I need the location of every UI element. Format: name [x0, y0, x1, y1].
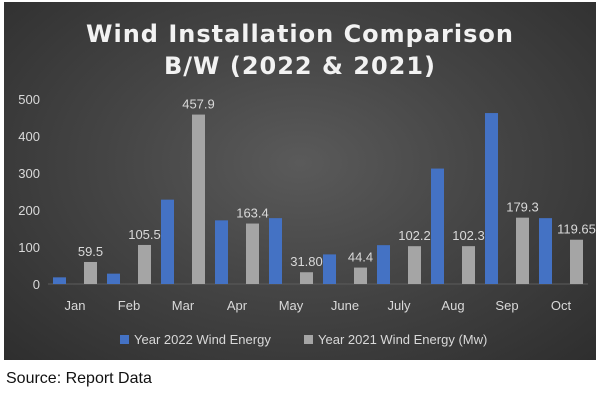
- chart-panel: Wind Installation Comparison B/W (2022 &…: [4, 2, 596, 360]
- data-label: 119.65: [557, 222, 596, 237]
- y-tick-label: 300: [18, 166, 40, 181]
- bar-2022-feb: [107, 273, 120, 284]
- bar-2021-apr: [246, 223, 259, 284]
- data-label: 102.2: [398, 228, 431, 243]
- legend-swatch-2021: [304, 335, 313, 344]
- bar-2022-mar: [161, 199, 174, 284]
- data-label: 44.4: [348, 250, 373, 265]
- bar-2022-apr: [215, 220, 228, 284]
- x-tick-label: May: [279, 298, 304, 313]
- bar-2021-aug: [462, 246, 475, 284]
- chart-title-line-1: Wind Installation Comparison: [86, 20, 514, 48]
- bar-2022-june: [323, 254, 336, 284]
- bar-2022-aug: [431, 168, 444, 284]
- data-label: 31.80: [290, 254, 323, 269]
- bar-chart: Wind Installation Comparison B/W (2022 &…: [18, 20, 596, 347]
- x-tick-label: Apr: [227, 298, 248, 313]
- legend: Year 2022 Wind Energy Year 2021 Wind Ener…: [120, 332, 487, 347]
- x-tick-label: Mar: [172, 298, 195, 313]
- bar-2021-feb: [138, 244, 151, 284]
- bar-2021-may: [300, 272, 313, 284]
- plot-area: 0 100 200 300 400 500 59.5 Jan 105.5 Feb 457.9 Mar 1…: [18, 92, 596, 313]
- y-tick-label: 100: [18, 240, 40, 255]
- y-tick-label: 0: [33, 277, 40, 292]
- y-tick-label: 500: [18, 92, 40, 107]
- chart-title-line-2: B/W (2022 & 2021): [164, 52, 436, 80]
- x-tick-label: Jan: [65, 298, 86, 313]
- x-tick-label: Aug: [441, 298, 464, 313]
- data-label: 59.5: [78, 244, 103, 259]
- x-tick-label: Feb: [118, 298, 140, 313]
- x-tick-label: Sep: [495, 298, 518, 313]
- y-tick-label: 400: [18, 129, 40, 144]
- legend-swatch-2022: [120, 335, 129, 344]
- bar-2022-jan: [53, 277, 66, 284]
- bar-2022-july: [377, 245, 390, 284]
- data-label: 163.4: [236, 206, 269, 221]
- x-tick-label: July: [387, 298, 411, 313]
- legend-label-2022: Year 2022 Wind Energy: [134, 332, 271, 347]
- legend-label-2021: Year 2021 Wind Energy (Mw): [318, 332, 487, 347]
- bar-2022-sep: [485, 113, 498, 284]
- data-label: 102.3: [452, 228, 485, 243]
- source-note: Source: Report Data: [6, 370, 152, 387]
- x-tick-label: June: [331, 298, 359, 313]
- bar-2021-sep: [516, 217, 529, 284]
- data-label: 457.9: [182, 97, 215, 112]
- bar-2022-may: [269, 218, 282, 284]
- data-label: 179.3: [506, 200, 539, 215]
- x-tick-label: Oct: [551, 298, 572, 313]
- bar-2021-july: [408, 246, 421, 284]
- bar-2021-oct: [570, 239, 583, 284]
- y-tick-label: 200: [18, 203, 40, 218]
- bar-2021-june: [354, 267, 367, 284]
- bar-2022-oct: [539, 218, 552, 284]
- bar-2021-jan: [84, 261, 97, 284]
- data-label: 105.5: [128, 227, 161, 242]
- bar-2021-mar: [192, 114, 205, 285]
